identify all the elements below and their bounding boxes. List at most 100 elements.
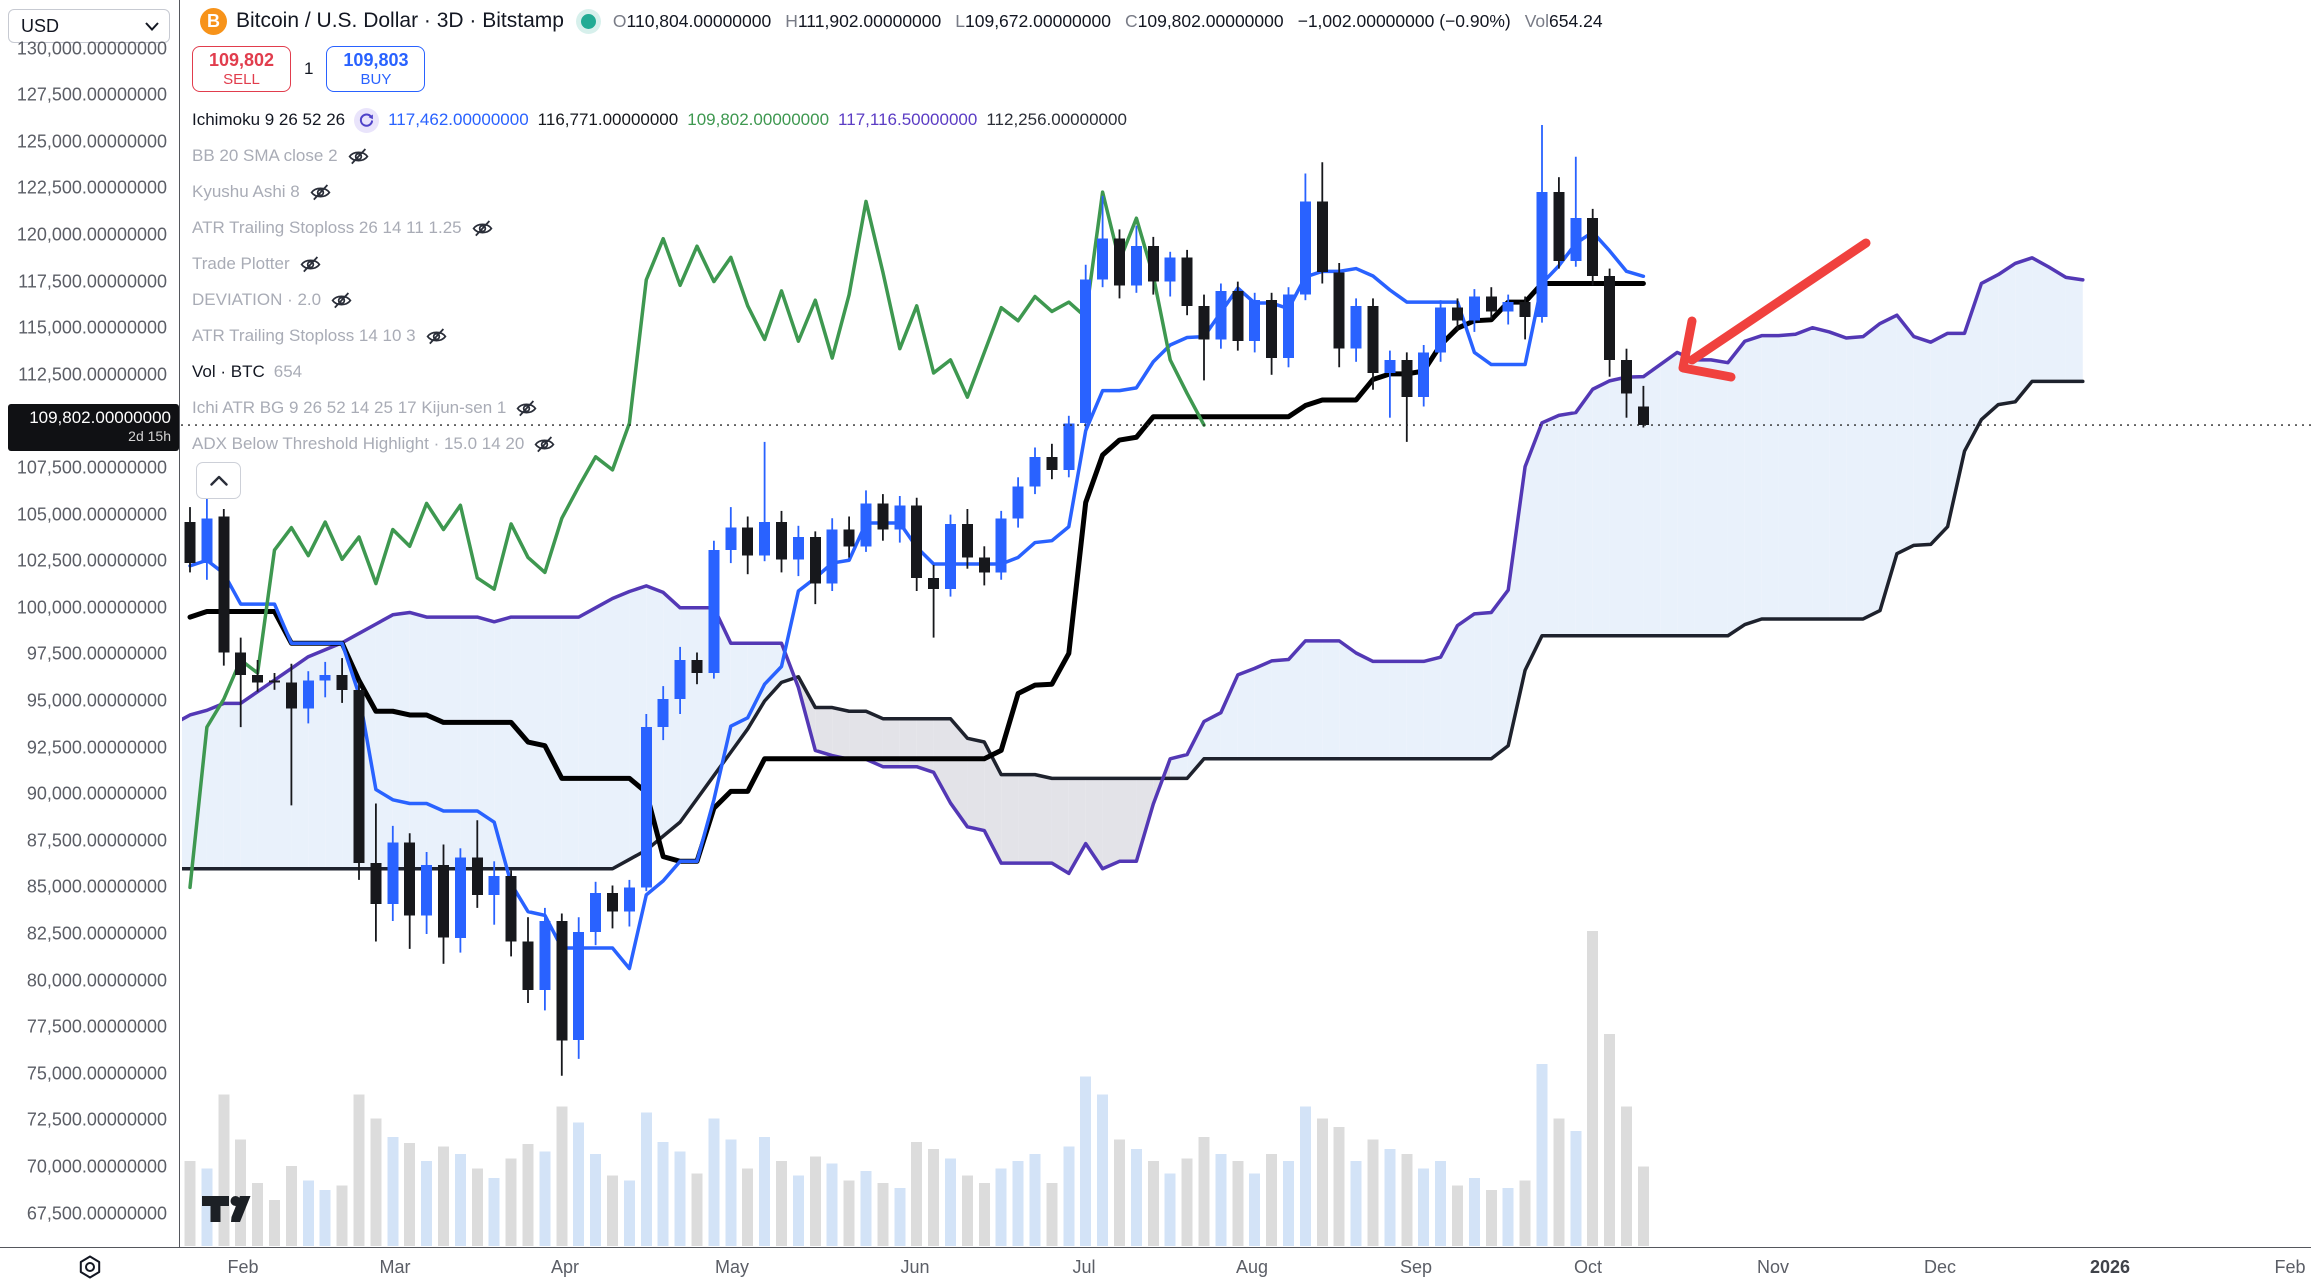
indicator-row[interactable]: BB 20 SMA close 2 bbox=[192, 138, 1127, 174]
symbol-header: B Bitcoin / U.S. Dollar · 3D · Bitstamp … bbox=[200, 6, 1603, 36]
indicator-row[interactable]: ADX Below Threshold Highlight · 15.0 14 … bbox=[192, 426, 1127, 462]
price-tick: 100,000.00000000 bbox=[16, 597, 167, 618]
indicator-name: Vol · BTC bbox=[192, 362, 265, 381]
indicator-value: 117,462.00000000 bbox=[388, 110, 529, 129]
price-tick: 105,000.00000000 bbox=[16, 504, 167, 525]
plot-area[interactable] bbox=[173, 125, 2085, 1246]
price-tick: 112,500.00000000 bbox=[18, 364, 167, 385]
price-tick: 70,000.00000000 bbox=[26, 1156, 167, 1177]
buy-price: 109,803 bbox=[343, 50, 409, 70]
current-price-value: 109,802.00000000 bbox=[29, 408, 171, 427]
price-tick: 115,000.00000000 bbox=[18, 317, 167, 338]
month-tick: May bbox=[714, 1257, 750, 1277]
buy-button[interactable]: 109,803 BUY bbox=[326, 46, 426, 92]
price-scale-axis[interactable]: USD 130,000.00000000 127,500.00000000 125,… bbox=[0, 0, 180, 1285]
price-tick: 102,500.00000000 bbox=[16, 550, 167, 571]
indicator-value: 117,116.50000000 bbox=[838, 110, 978, 129]
eye-hidden-icon[interactable] bbox=[347, 145, 370, 168]
sell-button[interactable]: 109,802 SELL bbox=[192, 46, 291, 92]
indicator-value: 116,771.00000000 bbox=[537, 110, 679, 129]
price-tick: 130,000.00000000 bbox=[16, 38, 167, 59]
price-tick: 97,500.00000000 bbox=[26, 643, 167, 664]
indicator-row[interactable]: ATR Trailing Stoploss 26 14 11 1.25 bbox=[192, 210, 1127, 246]
month-tick: Feb bbox=[227, 1257, 259, 1277]
annotation-arrow bbox=[1678, 238, 1871, 382]
price-tick: 117,500.00000000 bbox=[18, 271, 167, 292]
price-tick: 82,500.00000000 bbox=[26, 923, 167, 944]
tradingview-logo[interactable] bbox=[202, 1196, 251, 1222]
month-tick: Jun bbox=[900, 1257, 930, 1277]
eye-hidden-icon[interactable] bbox=[425, 325, 448, 348]
month-tick: Feb bbox=[2274, 1257, 2306, 1277]
ohlc-item: −1,002.00000000 (−0.90%) bbox=[1297, 10, 1511, 31]
indicator-row[interactable]: DEVIATION · 2.0 bbox=[192, 282, 1127, 318]
indicator-row[interactable]: Vol · BTC 654 bbox=[192, 354, 1127, 390]
month-tick: 2026 bbox=[2089, 1257, 2131, 1277]
sell-price: 109,802 bbox=[208, 50, 275, 70]
indicator-value: 112,256.00000000 bbox=[986, 110, 1127, 129]
price-tick: 77,500.00000000 bbox=[26, 1016, 167, 1037]
indicator-value: 654 bbox=[273, 362, 303, 381]
indicator-row[interactable]: Ichimoku 9 26 52 26 117,462.00000000 116,7… bbox=[192, 102, 1127, 138]
scale-settings-gear-icon[interactable] bbox=[74, 1253, 106, 1281]
eye-hidden-icon[interactable] bbox=[309, 181, 332, 204]
eye-hidden-icon[interactable] bbox=[299, 253, 322, 276]
indicator-name: ATR Trailing Stoploss 14 10 3 bbox=[192, 326, 416, 345]
price-tick: 75,000.00000000 bbox=[26, 1063, 167, 1084]
current-price-label: 109,802.00000000 2d 15h bbox=[8, 404, 179, 451]
time-scale-axis[interactable]: Feb Mar Apr May Jun Jul Aug Sep Oct Nov Dec 2026 Feb bbox=[0, 1247, 2311, 1285]
indicator-loading-icon bbox=[354, 107, 380, 133]
month-tick: Aug bbox=[1235, 1257, 1269, 1277]
collapse-legend-button[interactable] bbox=[196, 462, 241, 499]
month-tick: Mar bbox=[379, 1257, 411, 1277]
month-tick: Nov bbox=[1756, 1257, 1790, 1277]
ohlc-item: C109,802.00000000 bbox=[1124, 10, 1284, 31]
currency-dropdown[interactable]: USD bbox=[8, 9, 170, 43]
price-tick: 127,500.00000000 bbox=[16, 84, 167, 105]
bitcoin-logo-icon: B bbox=[200, 7, 227, 35]
month-tick: Apr bbox=[550, 1257, 580, 1277]
ohlc-item: L109,672.00000000 bbox=[955, 10, 1111, 31]
ohlc-values: O110,804.00000000 H111,902.00000000 L109,6… bbox=[613, 11, 1603, 32]
price-tick: 67,500.00000000 bbox=[26, 1203, 167, 1224]
indicator-name: DEVIATION · 2.0 bbox=[192, 290, 322, 309]
sell-label: SELL bbox=[223, 70, 260, 88]
indicator-name: BB 20 SMA close 2 bbox=[192, 146, 338, 165]
symbol-title[interactable]: Bitcoin / U.S. Dollar · 3D · Bitstamp bbox=[236, 9, 564, 32]
candles-layer bbox=[184, 125, 1649, 1076]
price-tick: 125,000.00000000 bbox=[16, 131, 167, 152]
volume-layer bbox=[184, 930, 1649, 1246]
indicator-legend: Ichimoku 9 26 52 26 117,462.00000000 116,7… bbox=[192, 102, 1127, 462]
indicator-row[interactable]: Kyushu Ashi 8 bbox=[192, 174, 1127, 210]
indicator-name: ATR Trailing Stoploss 26 14 11 1.25 bbox=[192, 218, 462, 237]
market-open-status-icon bbox=[580, 13, 596, 29]
ohlc-item: Vol654.24 bbox=[1524, 10, 1603, 31]
price-tick: 92,500.00000000 bbox=[26, 737, 167, 758]
bar-countdown: 2d 15h bbox=[128, 428, 171, 445]
price-tick: 72,500.00000000 bbox=[26, 1109, 167, 1130]
price-tick: 122,500.00000000 bbox=[16, 177, 167, 198]
price-tick: 80,000.00000000 bbox=[26, 970, 167, 991]
month-tick: Jul bbox=[1072, 1257, 1096, 1277]
indicator-value: 109,802.00000000 bbox=[687, 110, 830, 129]
currency-dropdown-value: USD bbox=[21, 15, 60, 36]
eye-hidden-icon[interactable] bbox=[471, 217, 494, 240]
indicator-row[interactable]: ATR Trailing Stoploss 14 10 3 bbox=[192, 318, 1127, 354]
spread-value: 1 bbox=[304, 59, 314, 78]
price-tick: 95,000.00000000 bbox=[26, 690, 167, 711]
ohlc-item: H111,902.00000000 bbox=[785, 10, 942, 31]
indicator-row[interactable]: Ichi ATR BG 9 26 52 14 25 17 Kijun-sen 1 bbox=[192, 390, 1127, 426]
eye-hidden-icon[interactable] bbox=[515, 397, 538, 420]
eye-hidden-icon[interactable] bbox=[533, 433, 556, 456]
indicator-row[interactable]: Trade Plotter bbox=[192, 246, 1127, 282]
month-tick: Sep bbox=[1399, 1257, 1433, 1277]
price-tick: 90,000.00000000 bbox=[26, 783, 167, 804]
indicator-name: Ichi ATR BG 9 26 52 14 25 17 Kijun-sen 1 bbox=[192, 398, 507, 417]
indicator-name: Kyushu Ashi 8 bbox=[192, 182, 300, 201]
eye-hidden-icon[interactable] bbox=[330, 289, 353, 312]
indicator-name: Trade Plotter bbox=[192, 254, 290, 273]
buy-label: BUY bbox=[360, 70, 392, 88]
chevron-down-icon bbox=[145, 21, 159, 31]
